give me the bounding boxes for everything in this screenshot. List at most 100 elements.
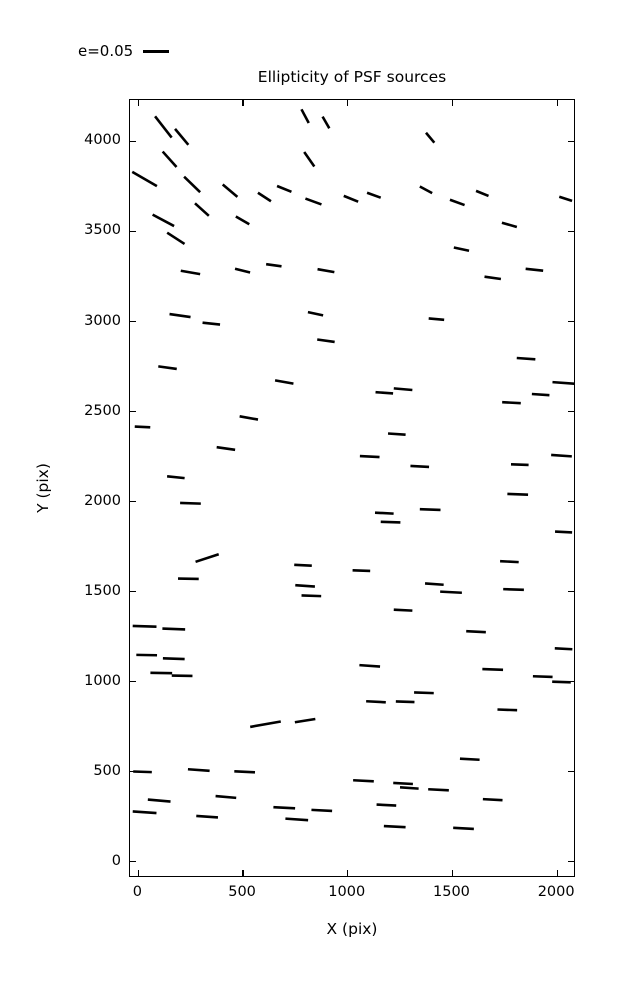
whisker-segment: [180, 501, 201, 505]
y-axis-tick: [568, 410, 574, 413]
whisker-segment: [295, 583, 315, 588]
whisker-segment: [554, 530, 573, 534]
x-axis-tick: [451, 100, 454, 106]
whisker-segment: [152, 213, 175, 228]
whisker-segment: [475, 189, 490, 198]
whisker-segment: [449, 198, 466, 207]
whisker-segment: [393, 387, 413, 392]
whisker-segment: [301, 594, 322, 598]
y-axis-tick-label: 4000: [84, 132, 121, 149]
whisker-segment: [180, 269, 201, 276]
whisker-segment: [393, 781, 413, 786]
whisker-segment: [294, 563, 312, 567]
whisker-segment: [132, 810, 157, 815]
whisker-segment: [425, 131, 436, 144]
whisker-segment: [453, 246, 470, 252]
whisker-segment: [453, 826, 474, 831]
horizontal-rule-icon: [143, 50, 170, 53]
whisker-segment: [503, 587, 524, 592]
whisker-segment: [380, 520, 401, 524]
whisker-segment: [516, 356, 536, 361]
whisker-segment: [166, 475, 185, 480]
y-axis-tick-label: 1000: [84, 672, 121, 689]
whisker-segment: [419, 507, 441, 512]
whisker-segment: [428, 787, 449, 792]
x-axis-tick: [451, 870, 454, 876]
y-axis-tick: [568, 861, 574, 863]
y-axis-tick: [130, 320, 136, 323]
whisker-segment: [221, 183, 239, 198]
y-axis-tick-label: 3000: [84, 312, 121, 329]
y-axis-tick: [568, 591, 574, 593]
whisker-segment: [466, 629, 486, 634]
plot-axes-frame: [129, 99, 575, 877]
plot-title: Ellipticity of PSF sources: [257, 68, 447, 86]
whisker-segment: [239, 415, 259, 421]
x-axis-tick-label: 1500: [433, 884, 470, 900]
whisker-segment: [300, 108, 310, 124]
whisker-segment: [366, 191, 382, 199]
whisker-segment: [131, 170, 158, 188]
y-axis-tick-label: 0: [111, 852, 121, 869]
ellipticity-scale-legend: e=0.05: [78, 42, 170, 60]
whisker-segment: [285, 817, 309, 822]
whisker-segment: [343, 194, 359, 203]
whisker-segment: [376, 803, 397, 807]
whisker-segment: [395, 700, 415, 704]
whisker-segment: [500, 559, 519, 564]
whisker-segment: [166, 231, 186, 246]
y-axis-tick: [130, 230, 136, 233]
whisker-segment: [497, 708, 518, 712]
legend-label: e=0.05: [78, 42, 134, 60]
whisker-segment: [424, 582, 444, 587]
whisker-segment: [304, 197, 322, 206]
y-axis-tick: [568, 320, 574, 323]
y-axis-tick: [568, 230, 574, 233]
whisker-segment: [383, 824, 406, 829]
whisker-group: [131, 108, 574, 831]
whisker-segment: [532, 674, 553, 679]
whisker-segment: [183, 175, 202, 194]
whisker-segment: [321, 115, 331, 129]
whisker-segment: [273, 805, 296, 810]
whisker-segment: [294, 717, 316, 724]
whisker-segment: [158, 365, 177, 371]
x-axis-tick: [347, 100, 349, 106]
whisker-segment: [374, 511, 394, 515]
x-axis-label: X (pix): [326, 920, 378, 938]
whisker-segment: [303, 151, 316, 168]
x-axis-tick: [137, 870, 140, 876]
whisker-segment: [501, 221, 518, 229]
x-axis-tick-label: 500: [228, 884, 256, 900]
whisker-segment: [162, 656, 185, 661]
whisker-segment: [387, 432, 406, 437]
y-axis-tick-label: 3500: [84, 222, 121, 239]
whisker-segment: [196, 814, 219, 819]
y-axis-tick: [130, 861, 136, 863]
y-axis-tick: [130, 771, 136, 773]
whisker-segment: [375, 390, 394, 395]
whisker-segment: [132, 624, 157, 629]
x-axis-tick: [242, 870, 244, 876]
whisker-segment: [482, 797, 503, 802]
whisker-segment: [162, 627, 186, 631]
whisker-segment: [507, 492, 529, 496]
whisker-segment: [202, 321, 221, 326]
y-axis-tick-label: 2500: [84, 402, 121, 419]
whisker-segment: [428, 317, 445, 322]
whisker-segment: [257, 191, 272, 203]
whisker-segment: [410, 464, 430, 469]
whisker-segment: [459, 757, 480, 762]
whisker-segment: [317, 338, 335, 344]
whisker-segment: [552, 680, 571, 684]
whisker-segment: [414, 691, 434, 695]
y-axis-tick-label: 1500: [84, 582, 121, 599]
whisker-segment: [194, 202, 210, 217]
x-axis-tick: [347, 870, 349, 876]
whisker-segment: [235, 215, 250, 226]
whisker-plot-canvas: [131, 108, 574, 831]
y-axis-tick: [130, 140, 136, 143]
whisker-segment: [502, 400, 521, 405]
x-axis-tick: [242, 100, 244, 106]
whisker-segment: [558, 195, 573, 203]
